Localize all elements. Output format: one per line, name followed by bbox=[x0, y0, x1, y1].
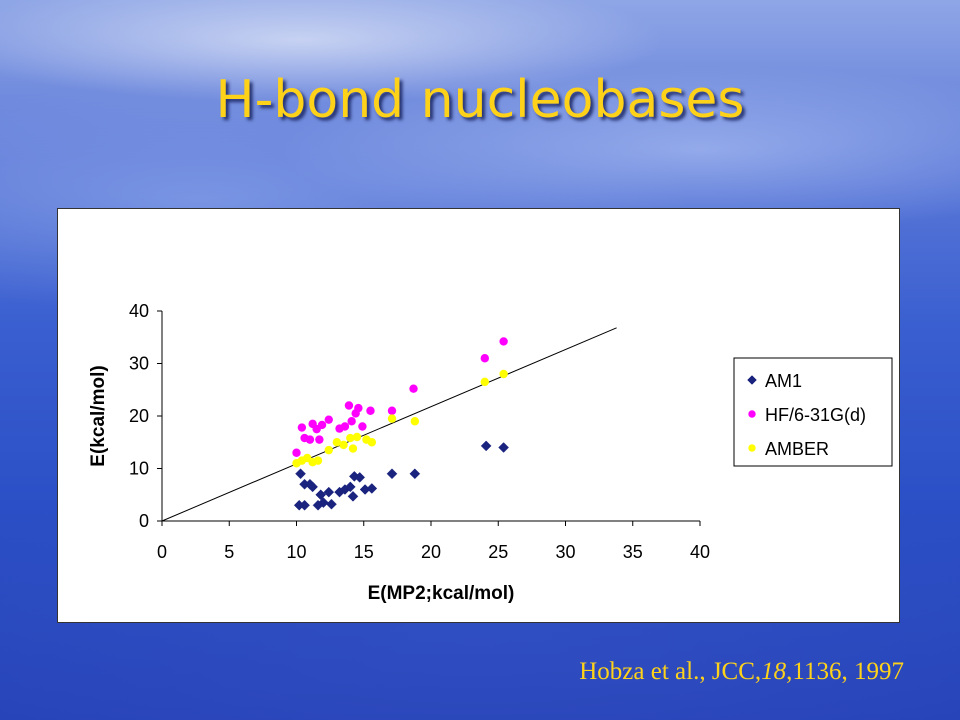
hf-6-31g-d-point bbox=[354, 403, 363, 413]
hf-6-31g-d-point bbox=[317, 420, 327, 430]
am1-point bbox=[366, 483, 378, 494]
amber-point bbox=[387, 414, 397, 423]
y-tick-label: 30 bbox=[129, 354, 149, 374]
am1-point bbox=[409, 468, 421, 480]
hf-6-31g-d-point bbox=[324, 415, 333, 424]
chart-area: 0 5 10 15 20 25 30 35 40 0 10 20 30 40 E(MP2;kcal/mol)… bbox=[57, 208, 900, 623]
citation-suffix: ,1136, 1997 bbox=[786, 658, 904, 685]
x-tick-label: 30 bbox=[555, 542, 575, 562]
hf-6-31g-d-point bbox=[366, 406, 375, 415]
x-tick-label: 35 bbox=[623, 542, 643, 562]
hf-6-31g-d-point bbox=[499, 337, 508, 346]
am1-point bbox=[318, 497, 329, 508]
hf-6-31g-d-point bbox=[387, 406, 397, 415]
x-tick-label: 0 bbox=[157, 542, 167, 562]
slide-title: H-bond nucleobases bbox=[215, 70, 745, 130]
legend-label: HF/6-31G(d) bbox=[765, 405, 866, 425]
citation: Hobza et al., JCC,18,1136, 1997 bbox=[579, 658, 904, 686]
y-tick-label: 10 bbox=[129, 459, 149, 479]
am1-point bbox=[344, 481, 356, 493]
legend-marker bbox=[748, 444, 756, 452]
amber-point bbox=[480, 377, 489, 387]
citation-prefix: Hobza et al., JCC, bbox=[579, 658, 762, 685]
trendline bbox=[161, 327, 617, 522]
am1-point bbox=[299, 499, 310, 511]
hf-6-31g-d-point bbox=[340, 422, 350, 431]
y-axis-title: E(kcal/mol) bbox=[88, 365, 109, 466]
amber-point bbox=[332, 438, 342, 447]
y-tick-label: 0 bbox=[139, 511, 149, 531]
hf-6-31g-d-point bbox=[347, 417, 356, 426]
am1-point bbox=[480, 440, 492, 452]
y-tick-label: 20 bbox=[129, 406, 149, 426]
y-tick-label: 40 bbox=[129, 301, 149, 321]
amber-point bbox=[346, 433, 355, 443]
hf-6-31g-d-point bbox=[344, 401, 354, 410]
amber-point bbox=[313, 456, 323, 465]
legend-marker bbox=[748, 410, 756, 418]
x-axis-title: E(MP2;kcal/mol) bbox=[368, 583, 515, 604]
am1-point bbox=[326, 498, 337, 510]
amber-point bbox=[348, 444, 358, 453]
amber-point bbox=[410, 417, 420, 426]
legend-label: AM1 bbox=[765, 371, 802, 391]
amber-point bbox=[339, 440, 348, 450]
hf-6-31g-d-point bbox=[409, 384, 418, 393]
x-tick-label: 20 bbox=[421, 542, 441, 562]
hf-6-31g-d-point bbox=[297, 423, 307, 432]
amber-point bbox=[367, 438, 377, 447]
am1-point bbox=[347, 490, 359, 502]
legend-marker bbox=[747, 375, 757, 385]
amber-point bbox=[324, 445, 333, 455]
x-tick-label: 40 bbox=[690, 542, 710, 562]
citation-volume: 18 bbox=[761, 658, 787, 685]
amber-point bbox=[352, 432, 362, 442]
x-tick-label: 25 bbox=[488, 542, 508, 562]
am1-point bbox=[498, 442, 509, 453]
legend-label: AMBER bbox=[765, 439, 829, 459]
am1-point bbox=[315, 489, 327, 501]
amber-point bbox=[499, 369, 508, 379]
am1-point bbox=[323, 486, 335, 498]
hf-6-31g-d-point bbox=[315, 435, 324, 444]
x-tick-label: 15 bbox=[354, 542, 374, 562]
legend-box bbox=[733, 357, 893, 467]
am1-point bbox=[386, 468, 398, 480]
hf-6-31g-d-point bbox=[358, 422, 367, 431]
hf-6-31g-d-point bbox=[305, 435, 315, 444]
x-tick-label: 5 bbox=[224, 542, 234, 562]
hf-6-31g-d-point bbox=[292, 448, 301, 457]
am1-point bbox=[354, 472, 366, 483]
hf-6-31g-d-point bbox=[480, 354, 489, 363]
am1-point bbox=[307, 481, 318, 493]
am1-point bbox=[295, 468, 306, 480]
x-tick-label: 10 bbox=[286, 542, 306, 562]
scatter-chart: 0 5 10 15 20 25 30 35 40 0 10 20 30 40 E(MP2;kcal/mol)… bbox=[88, 301, 893, 604]
